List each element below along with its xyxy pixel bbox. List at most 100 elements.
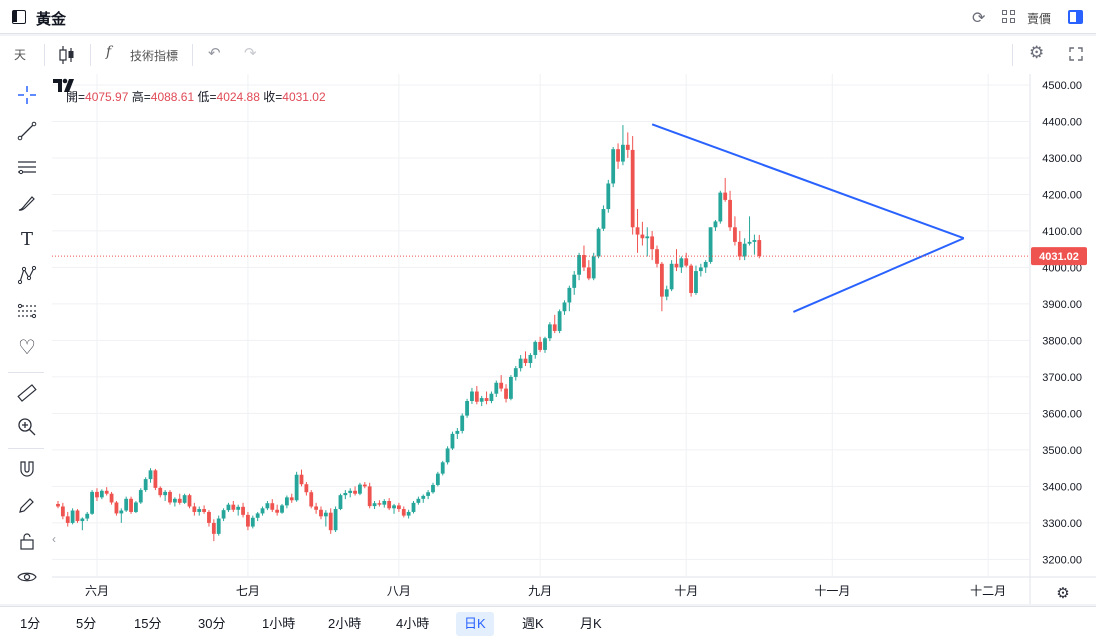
candle-body [518,358,523,369]
candle-body [153,470,158,488]
candle-body [577,255,581,275]
collapse-chevron-icon[interactable]: ‹ [52,532,56,546]
timeframe-button[interactable]: 週K [522,616,544,631]
fullscreen-icon[interactable] [1069,47,1083,61]
candle-body [109,493,114,503]
timeframe-button[interactable]: 5分 [76,616,97,631]
chart-toolbar: 天 f 技術指標 ↶ ↷ ⚙ [0,36,1096,74]
candlestick-chart[interactable]: 3200.00 3300.00 3400.00 3500.00 3600.00 3700.… [52,74,1096,604]
redo-icon[interactable]: ↷ [244,45,257,62]
candle-body [221,510,226,519]
candle-body [547,324,552,339]
candle-body [182,495,187,503]
candle-body [294,474,299,501]
candle-body [426,492,431,496]
chart-area[interactable]: 3200.00 3300.00 3400.00 3500.00 3600.00 3700.… [52,74,1096,604]
y-tick-label: 3600.00 [1042,408,1082,420]
triangle-lower-trendline[interactable] [792,237,965,313]
candle-body [202,509,206,512]
title-bar: 黃金 ⟳ 賣價 [0,0,1096,34]
timeframe-button[interactable]: 1小時 [262,616,296,631]
candle-body [177,498,182,503]
timeframe-button[interactable]: 月K [580,616,602,631]
trend-line-icon[interactable] [14,118,40,144]
candle-body [460,415,465,431]
candle-body [397,505,401,510]
candle-body [70,510,75,523]
candle-body [572,274,577,288]
candle-body [99,490,104,498]
timeframe-button[interactable]: 2小時 [328,616,362,631]
candle-body [728,199,732,228]
candle-body [134,502,138,512]
x-tick-label: 六月 [85,584,109,598]
candle-body [596,228,601,257]
lock-icon[interactable] [14,528,40,554]
candle-body [401,509,406,516]
timeframe-button[interactable]: 30分 [198,616,226,631]
candle-body [533,341,538,356]
settings-gear-icon[interactable]: ⚙ [1029,43,1045,62]
sidebar-toggle-icon[interactable] [12,10,26,24]
interval-button[interactable]: 天 [14,48,27,62]
y-tick-label: 3700.00 [1042,372,1082,384]
candle-body [406,511,411,516]
lock-pencil-icon[interactable] [14,492,40,518]
candle-body [65,516,70,523]
candle-body [158,487,163,496]
fx-icon[interactable]: f [106,44,112,60]
candle-body [586,267,591,279]
candle-body [343,492,348,496]
candle-body [474,391,479,402]
tradingview-logo [53,78,74,92]
candle-body [353,490,357,494]
timeframe-button[interactable]: 4小時 [396,616,430,631]
grid-icon[interactable] [1002,10,1016,24]
eye-icon[interactable] [14,564,40,590]
brush-icon[interactable] [14,190,40,216]
candle-body [494,382,499,394]
ruler-icon[interactable] [14,380,40,406]
refresh-icon[interactable]: ⟳ [972,10,986,27]
candle-body [630,149,635,228]
candle-body [270,503,275,510]
magnet-icon[interactable] [14,456,40,482]
candle-body [358,484,362,494]
text-tool-icon[interactable]: T [20,228,33,250]
candle-body [684,258,689,266]
candle-body [757,240,762,257]
axis-settings-icon[interactable]: ⚙ [1056,584,1069,602]
layout-panel-icon[interactable] [1068,10,1083,24]
candle-body [392,505,396,509]
quote-label[interactable]: 賣價 [1027,12,1052,26]
candle-body [163,491,168,496]
zoom-in-icon[interactable] [14,414,40,440]
horizontal-lines-icon[interactable] [14,154,40,180]
candle-body [742,243,747,257]
candle-body [275,509,280,513]
timeframe-button[interactable]: 1分 [20,616,41,631]
high-value: 4088.61 [150,90,195,104]
crosshair-icon[interactable] [14,82,40,108]
candle-body [387,501,392,509]
triangle-upper-trendline[interactable] [651,123,965,240]
measure-lines-icon[interactable] [14,298,40,324]
timeframe-button[interactable]: 日K [456,612,494,636]
candle-body [431,484,435,493]
candle-body [489,393,494,402]
x-tick-label: 十二月 [970,584,1006,598]
symbol-title: 黃金 [36,11,67,28]
candle-body [523,358,528,364]
candle-body [694,271,698,293]
last-price-badge [1031,247,1087,266]
drawing-toolbar: T ♡ [0,74,52,604]
candle-body [319,509,323,517]
heart-icon[interactable]: ♡ [18,336,36,359]
undo-icon[interactable]: ↶ [208,45,221,62]
pattern-icon[interactable] [14,262,40,288]
y-tick-label: 3500.00 [1042,445,1082,457]
candle-body [90,491,94,514]
indicators-button[interactable]: 技術指標 [130,49,179,63]
timeframe-button[interactable]: 15分 [134,616,162,631]
candlestick-type-icon[interactable] [58,45,76,65]
